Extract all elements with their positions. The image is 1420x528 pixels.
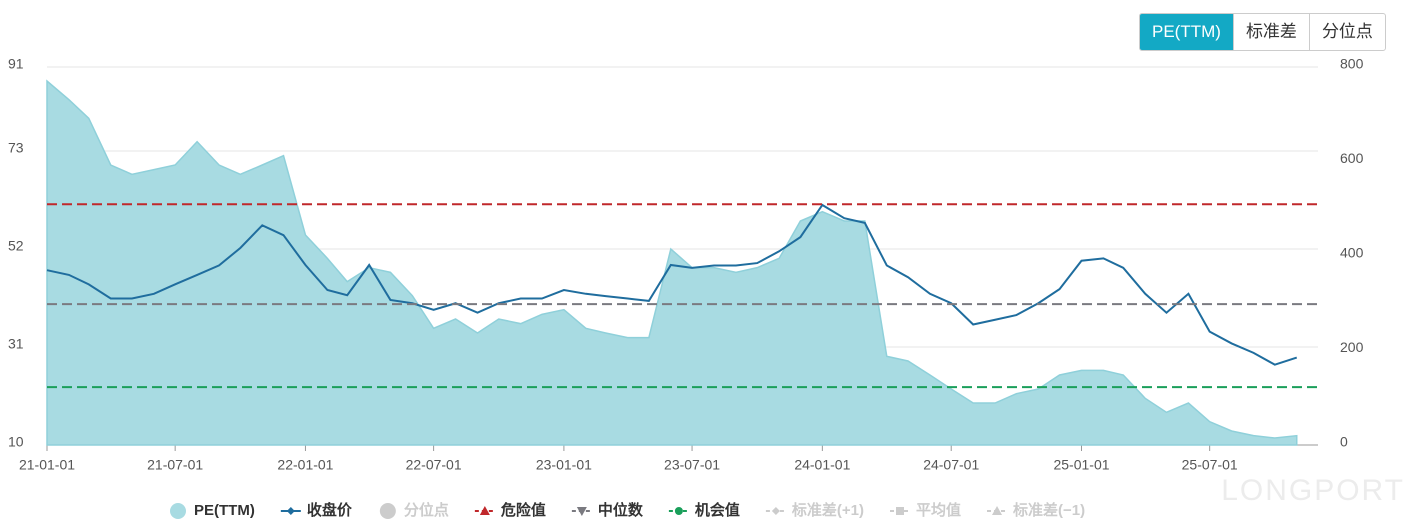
legend-marker xyxy=(479,506,490,515)
y2-tick-label: 800 xyxy=(1340,56,1364,72)
x-tick-label: 22-07-01 xyxy=(406,457,462,473)
y-tick-label: 31 xyxy=(8,336,24,352)
legend-item[interactable]: 危险值 xyxy=(474,501,546,519)
tab-bar: PE(TTM) 标准差 分位点 xyxy=(1139,13,1386,51)
legend-item[interactable]: 分位点 xyxy=(379,501,449,519)
legend-label: 平均值 xyxy=(916,501,961,519)
tab[interactable]: 分位点 xyxy=(1308,14,1385,50)
y2-tick-label: 600 xyxy=(1340,150,1364,166)
legend-marker xyxy=(286,507,295,515)
legend-marker xyxy=(674,507,683,515)
legend-marker xyxy=(771,507,780,515)
x-tick-label: 25-01-01 xyxy=(1053,457,1109,473)
legend-label: 危险值 xyxy=(501,501,546,519)
y2-tick-label: 0 xyxy=(1340,434,1348,450)
tab[interactable]: 标准差 xyxy=(1232,14,1309,50)
watermark: LONGPORT xyxy=(1221,474,1405,507)
y2-tick-label: 400 xyxy=(1340,245,1364,261)
legend-item[interactable]: 平均值 xyxy=(890,501,961,519)
y-tick-label: 10 xyxy=(8,434,24,450)
x-tick-label: 22-01-01 xyxy=(277,457,333,473)
x-tick-label: 24-07-01 xyxy=(923,457,979,473)
legend-item[interactable]: 收盘价 xyxy=(280,501,353,519)
y2-tick-label: 200 xyxy=(1340,339,1364,355)
legend-item[interactable]: PE(TTM) xyxy=(170,502,255,519)
legend-item[interactable]: 标准差(−1) xyxy=(987,501,1085,519)
legend-label: 收盘价 xyxy=(307,501,353,519)
x-tick-label: 23-07-01 xyxy=(664,457,720,473)
legend-item[interactable]: 标准差(+1) xyxy=(765,501,864,519)
legend-item[interactable]: 机会值 xyxy=(668,501,740,519)
legend-label: 机会值 xyxy=(695,501,740,519)
legend-label: 标准差(+1) xyxy=(791,501,864,519)
x-tick-label: 23-01-01 xyxy=(536,457,592,473)
legend-label: 分位点 xyxy=(404,501,449,519)
legend-marker xyxy=(379,503,396,519)
legend-label: 标准差(−1) xyxy=(1012,501,1085,519)
legend-label: 中位数 xyxy=(598,501,644,519)
legend-marker xyxy=(896,507,904,515)
legend-marker xyxy=(170,503,186,519)
price-line xyxy=(46,203,1298,366)
y-tick-label: 73 xyxy=(8,140,24,156)
legend-marker xyxy=(992,506,1003,515)
legend-marker xyxy=(576,507,587,516)
x-tick-label: 21-07-01 xyxy=(147,457,203,473)
x-tick-label: 21-01-01 xyxy=(19,457,75,473)
y-tick-label: 91 xyxy=(8,56,24,72)
y-tick-label: 52 xyxy=(8,238,24,254)
x-tick-label: 25-07-01 xyxy=(1182,457,1238,473)
x-tick-label: 24-01-01 xyxy=(794,457,850,473)
legend-item[interactable]: 中位数 xyxy=(571,501,644,519)
legend-label: PE(TTM) xyxy=(194,502,255,519)
pe-area xyxy=(46,79,1298,446)
tab[interactable]: PE(TTM) xyxy=(1140,14,1233,50)
